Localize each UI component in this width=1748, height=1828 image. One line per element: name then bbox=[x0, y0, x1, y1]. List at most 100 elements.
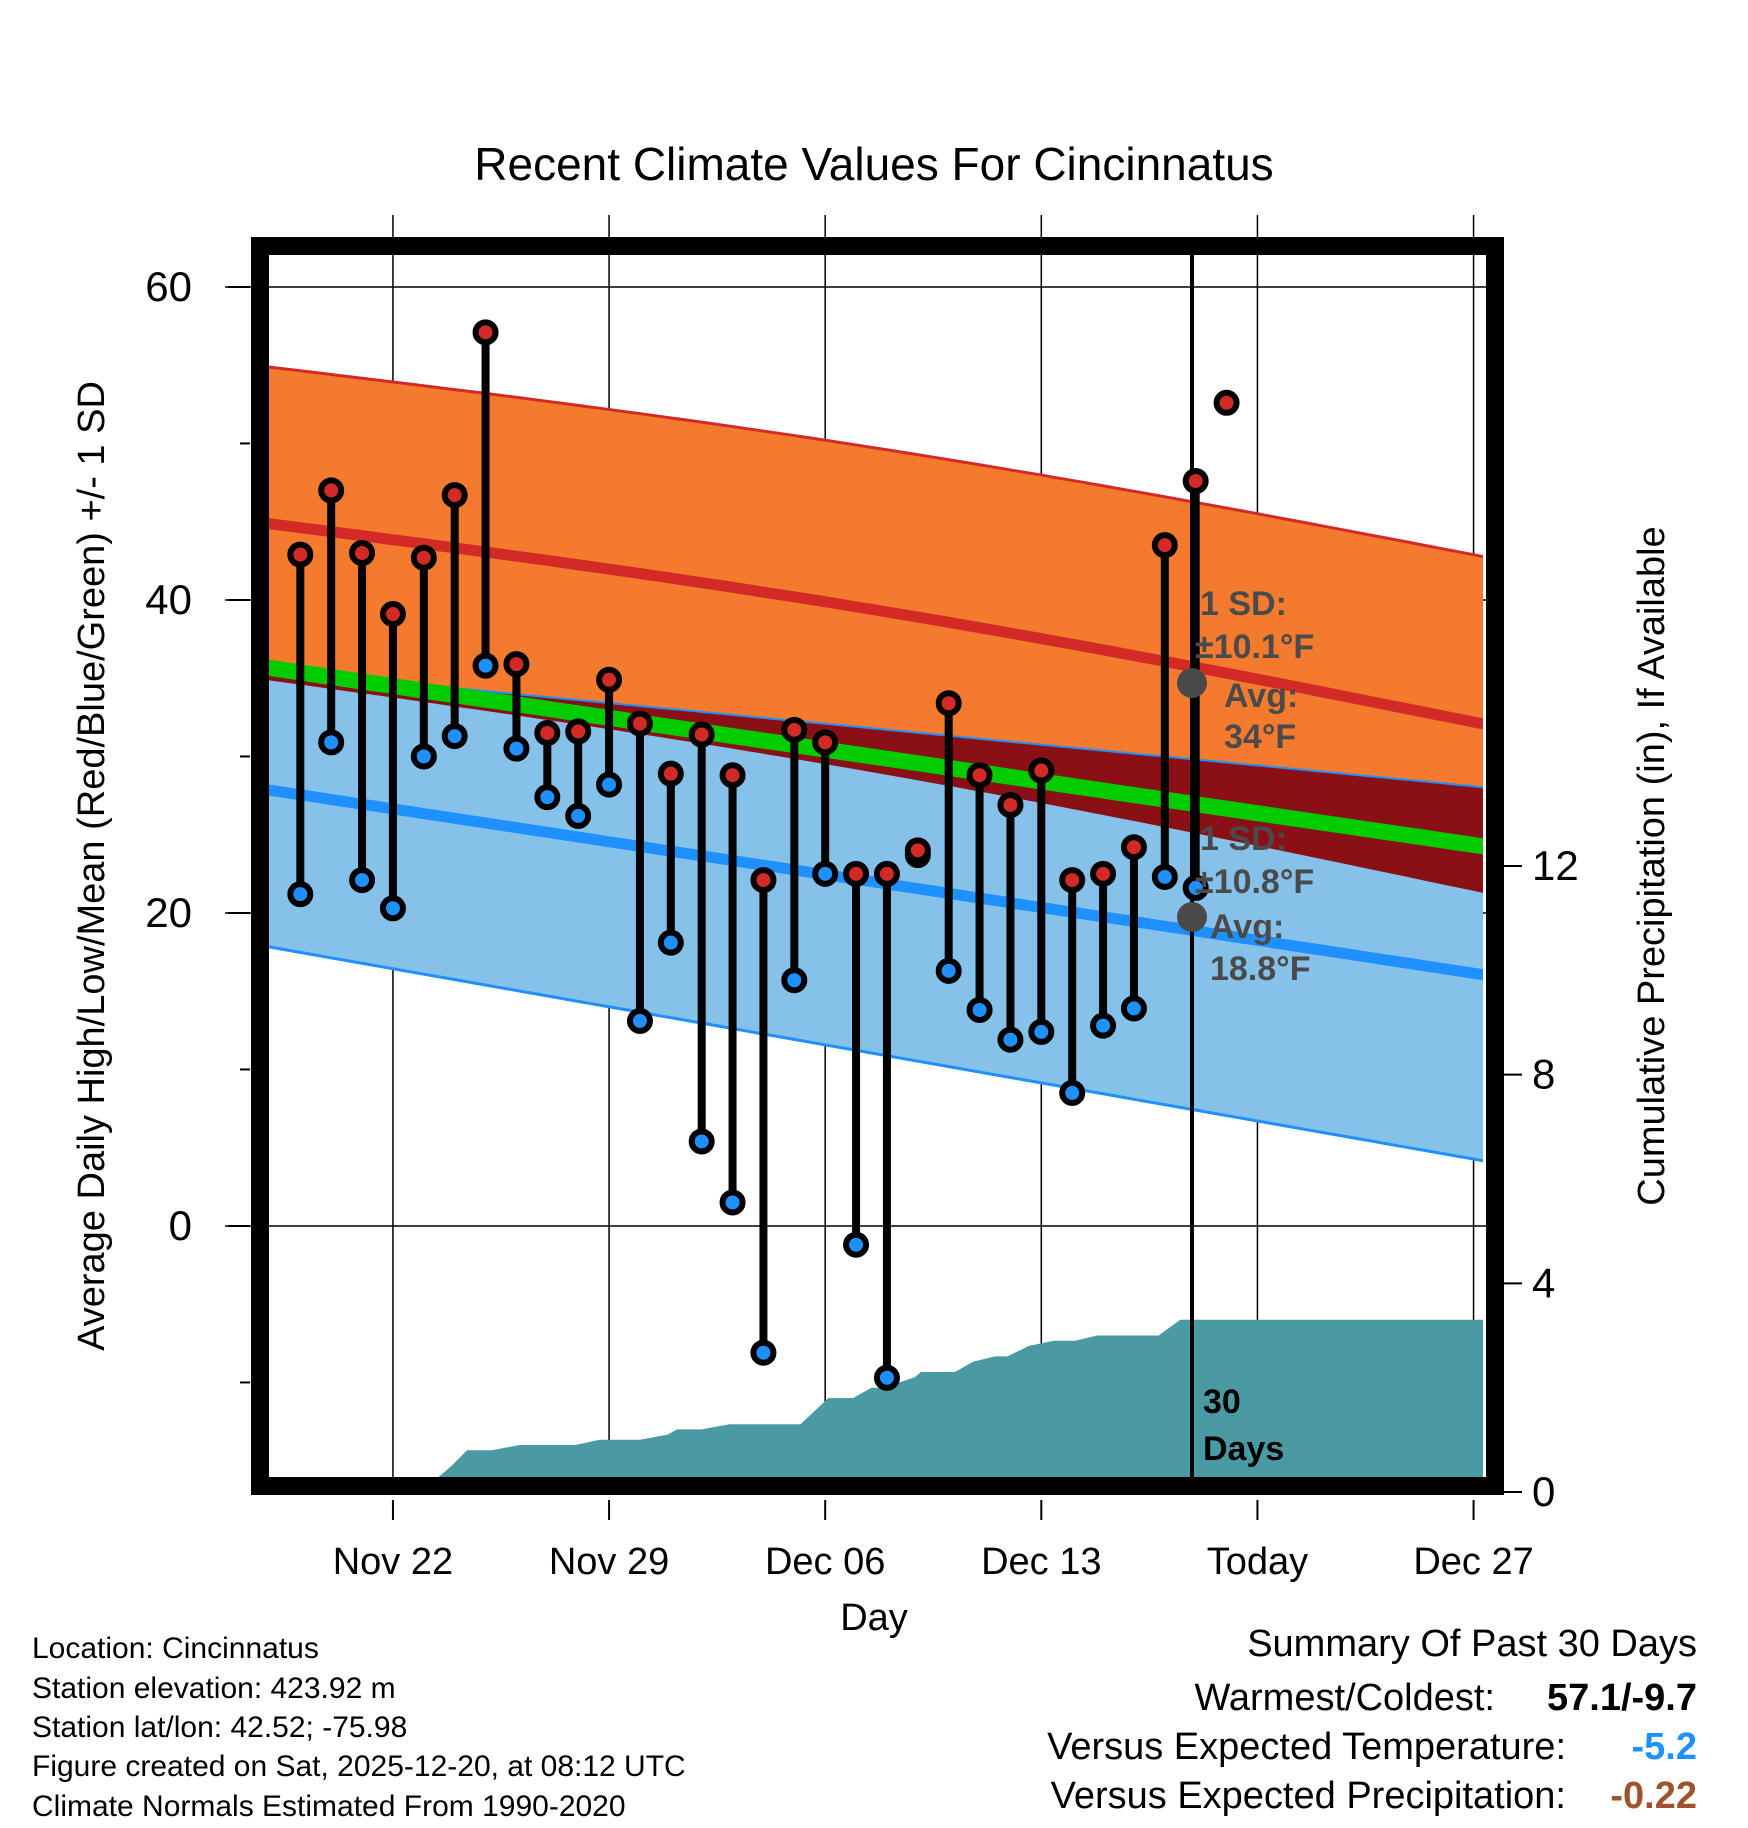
y2-tick-label: 4 bbox=[1532, 1259, 1555, 1306]
high-temp-point bbox=[966, 762, 993, 789]
daily-markers bbox=[287, 319, 1240, 1391]
low-temp-point bbox=[410, 743, 437, 770]
info-location: Location: Cincinnatus bbox=[32, 1632, 319, 1665]
low-temp-point bbox=[935, 957, 962, 984]
high-normal-line bbox=[260, 516, 1483, 730]
high-temp-point bbox=[781, 716, 808, 743]
high-temp-point bbox=[1059, 867, 1086, 894]
low-lower-line bbox=[260, 943, 1483, 1163]
high-temp-point bbox=[688, 721, 715, 748]
info-normals: Climate Normals Estimated From 1990-2020 bbox=[32, 1790, 626, 1823]
station-info: Location: Cincinnatus Station elevation:… bbox=[32, 1632, 686, 1823]
high-upper-line bbox=[260, 364, 1483, 559]
y-tick-label: 20 bbox=[145, 889, 192, 936]
low-temp-point bbox=[596, 771, 623, 798]
low-temp-point bbox=[565, 802, 592, 829]
plot-frame bbox=[251, 237, 1504, 1495]
low-temp-point bbox=[503, 735, 530, 762]
info-latlon: Station lat/lon: 42.52; -75.98 bbox=[32, 1711, 407, 1744]
summary-temp-label: Versus Expected Temperature: bbox=[1047, 1726, 1566, 1768]
low-temp-point bbox=[534, 784, 561, 811]
low-sd-value: ±10.8°F bbox=[1195, 863, 1314, 901]
low-avg-label: Avg: bbox=[1210, 908, 1284, 946]
low-temp-point bbox=[843, 1231, 870, 1258]
high-temp-point bbox=[1151, 532, 1178, 559]
high-temp-point bbox=[997, 791, 1024, 818]
low-temp-point bbox=[812, 860, 839, 887]
window-days-unit: Days bbox=[1203, 1430, 1284, 1468]
y2-tick-label: 12 bbox=[1532, 842, 1579, 889]
low-temp-point bbox=[1028, 1018, 1055, 1045]
high-temp-point bbox=[410, 544, 437, 571]
x-tick-label: Today bbox=[1207, 1541, 1308, 1583]
high-temp-point bbox=[1213, 389, 1240, 416]
high-temp-point bbox=[287, 541, 314, 568]
y-tick-label: 60 bbox=[145, 263, 192, 310]
y-tick-label: 0 bbox=[169, 1202, 192, 1249]
low-temp-point bbox=[1151, 863, 1178, 890]
low-avg-value: 18.8°F bbox=[1210, 950, 1311, 988]
summary-title: Summary Of Past 30 Days bbox=[1247, 1623, 1697, 1665]
high-temp-point bbox=[626, 710, 653, 737]
window-days-number: 30 bbox=[1203, 1383, 1241, 1421]
info-created: Figure created on Sat, 2025-12-20, at 08… bbox=[32, 1750, 686, 1783]
axis-ticks: 0 20 40 60 0 4 8 12 Nov 22 Nov 29 Dec 06 Dec 13 Toda… bbox=[145, 263, 1578, 1583]
high-temp-point bbox=[534, 719, 561, 746]
x-tick-label: Nov 22 bbox=[333, 1541, 453, 1583]
chart-title: Recent Climate Values For Cincinnatus bbox=[474, 138, 1273, 190]
low-temp-point bbox=[1182, 874, 1209, 901]
low-temp-point bbox=[379, 895, 406, 922]
low-temp-point bbox=[318, 729, 345, 756]
high-sd-value: ±10.1°F bbox=[1195, 628, 1314, 666]
y2-axis-label: Cumulative Precipitation (in), If Availa… bbox=[1631, 526, 1673, 1205]
x-tick-label: Dec 27 bbox=[1413, 1541, 1533, 1583]
low-sd-label: 1 SD: bbox=[1200, 820, 1287, 858]
low-temp-point bbox=[1090, 1012, 1117, 1039]
mean-normal-line bbox=[260, 658, 1483, 855]
high-temp-point bbox=[1028, 757, 1055, 784]
high-temp-point bbox=[1090, 860, 1117, 887]
summary-precip-label: Versus Expected Precipitation: bbox=[1051, 1775, 1566, 1817]
low-temp-point bbox=[750, 1339, 777, 1366]
low-temp-point bbox=[472, 652, 499, 679]
high-temp-point bbox=[750, 867, 777, 894]
summary-temp-value: -5.2 bbox=[1632, 1726, 1697, 1768]
high-temp-point bbox=[565, 718, 592, 745]
low-temp-point bbox=[873, 1364, 900, 1391]
precipitation-area bbox=[434, 1319, 1483, 1480]
high-temp-point bbox=[904, 837, 931, 864]
high-temp-point bbox=[873, 860, 900, 887]
y-tick-label: 40 bbox=[145, 576, 192, 623]
low-temp-point bbox=[966, 996, 993, 1023]
high-sd-label: 1 SD: bbox=[1200, 585, 1287, 623]
high-temp-point bbox=[657, 760, 684, 787]
summary-warmest-value: 57.1/-9.7 bbox=[1547, 1677, 1697, 1719]
low-temp-point bbox=[1059, 1079, 1086, 1106]
high-temp-point bbox=[719, 762, 746, 789]
high-avg-label: Avg: bbox=[1224, 677, 1298, 715]
high-temp-point bbox=[441, 482, 468, 509]
low-temp-point bbox=[441, 723, 468, 750]
low-temp-point bbox=[657, 929, 684, 956]
high-temp-point bbox=[812, 729, 839, 756]
high-temp-point bbox=[503, 651, 530, 678]
summary-warmest-label: Warmest/Coldest: bbox=[1194, 1677, 1495, 1719]
low-temp-point bbox=[1120, 995, 1147, 1022]
x-tick-label: Dec 13 bbox=[981, 1541, 1101, 1583]
info-elevation: Station elevation: 423.92 m bbox=[32, 1672, 396, 1705]
high-temp-point bbox=[596, 666, 623, 693]
summary-panel: Summary Of Past 30 Days Warmest/Coldest:… bbox=[1047, 1623, 1697, 1817]
high-temp-point bbox=[349, 540, 376, 566]
summary-precip-value: -0.22 bbox=[1610, 1775, 1697, 1817]
low-temp-point bbox=[626, 1007, 653, 1034]
high-temp-point bbox=[1120, 834, 1147, 861]
low-temp-point bbox=[719, 1189, 746, 1216]
high-temp-point bbox=[843, 860, 870, 887]
x-tick-label: Dec 06 bbox=[765, 1541, 885, 1583]
low-temp-point bbox=[997, 1026, 1024, 1053]
low-temp-point bbox=[287, 881, 314, 908]
precip-area bbox=[434, 1319, 1483, 1480]
y-axis-label: Average Daily High/Low/Mean (Red/Blue/Gr… bbox=[71, 381, 113, 1351]
low-avg-point bbox=[1177, 902, 1207, 932]
